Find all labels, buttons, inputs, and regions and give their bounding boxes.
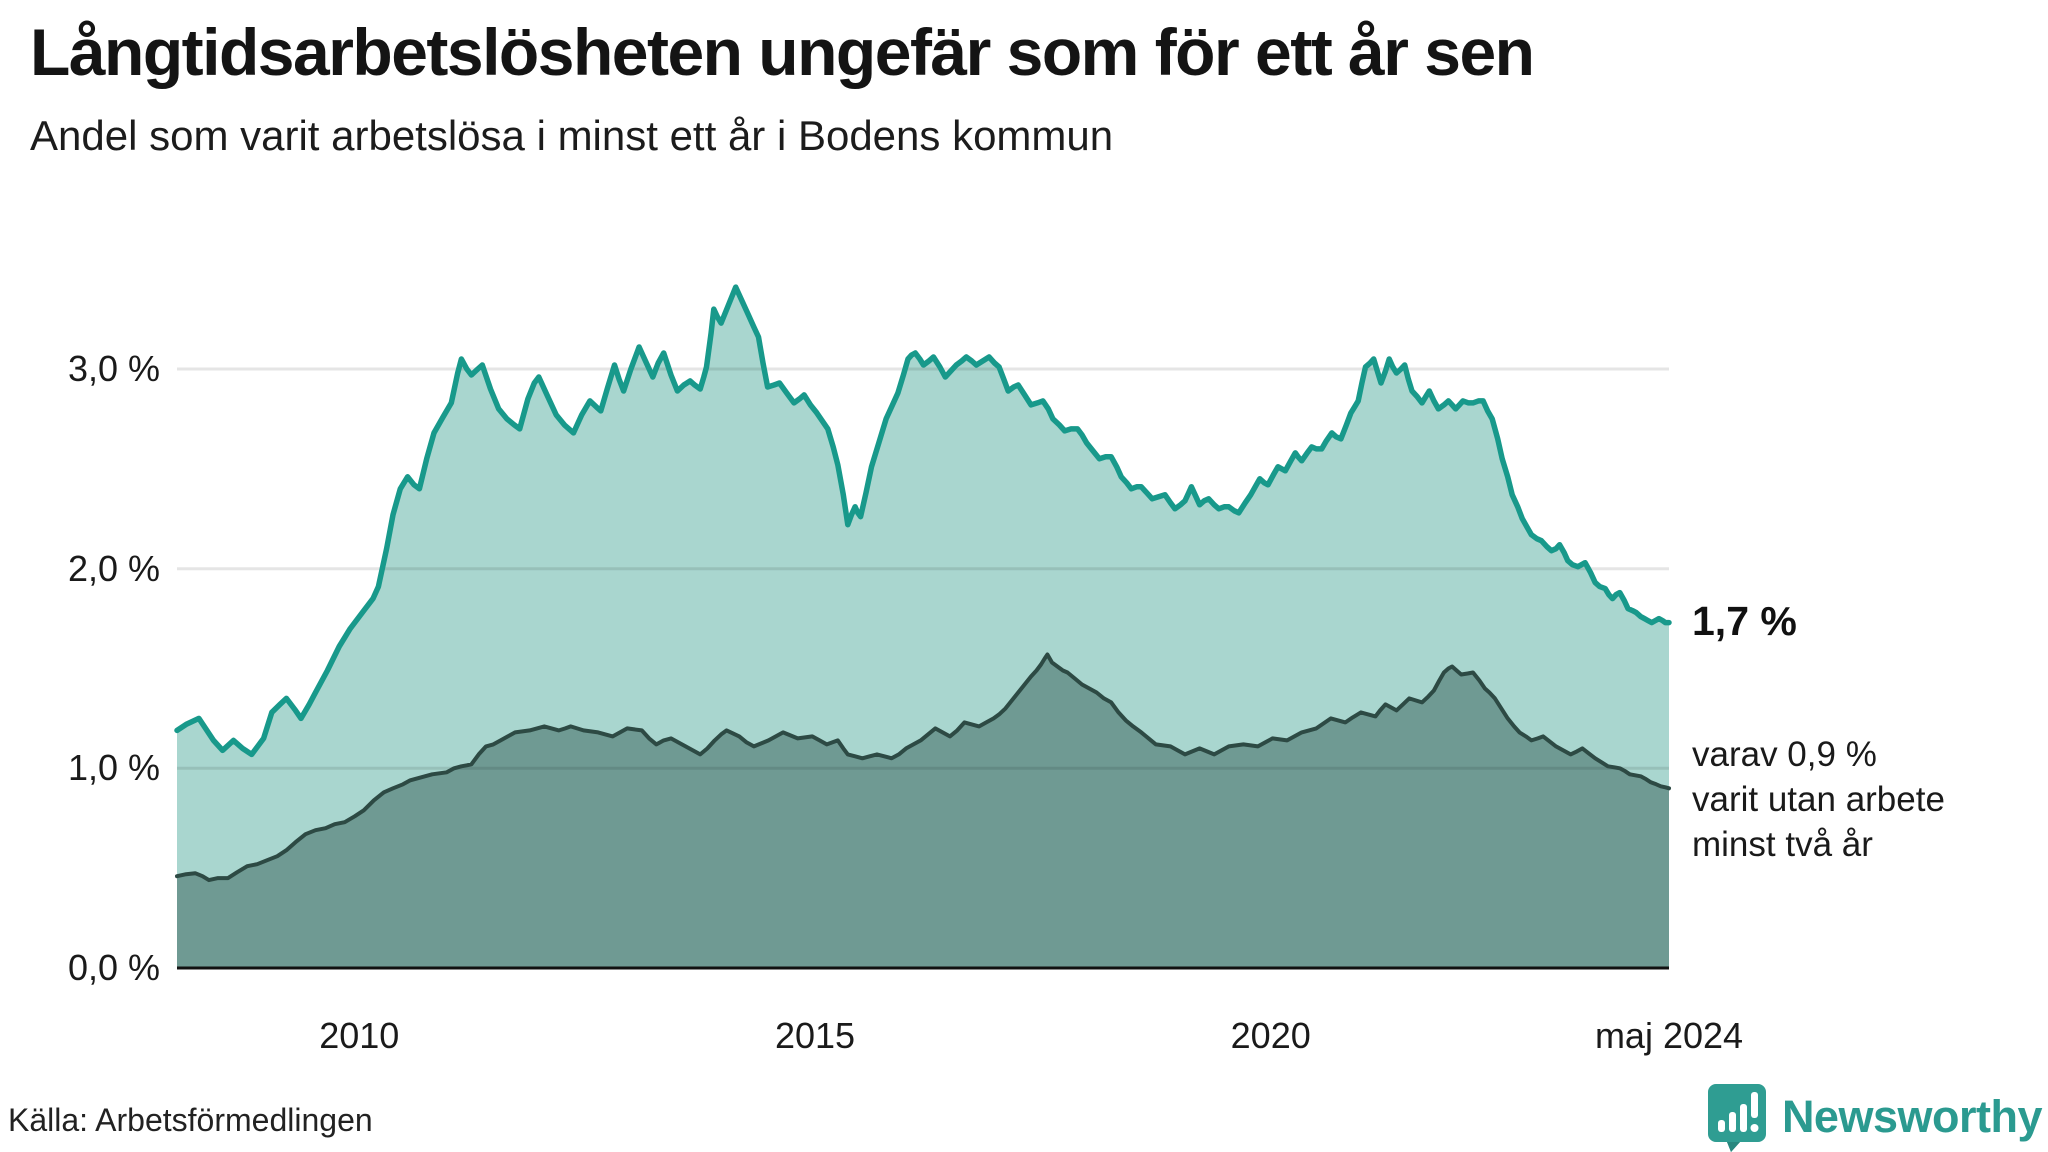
- two-year-annotation-line2: varit utan arbete: [1692, 780, 1945, 819]
- source-attribution: Källa: Arbetsförmedlingen: [8, 1102, 373, 1138]
- x-tick-label: maj 2024: [1594, 1015, 1744, 1056]
- x-tick-label: 2010: [319, 1015, 400, 1056]
- y-tick-label: 1,0 %: [67, 747, 160, 789]
- newsworthy-wordmark: Newsworthy: [1781, 1091, 2043, 1142]
- series-area: [177, 654, 1669, 968]
- total-series-line: [174, 284, 1672, 758]
- y-tick-label: 0,0 %: [67, 947, 160, 988]
- chart-subtitle: Andel som varit arbetslösa i minst ett å…: [30, 112, 1114, 159]
- x-tick-label: 2020: [1230, 1015, 1311, 1056]
- two-year-series-line: [175, 652, 1671, 883]
- newsworthy-bubble-icon: [1707, 1084, 1766, 1152]
- latest-value-label: 1,7 %: [1692, 598, 1797, 644]
- x-tick-label: 2015: [774, 1015, 856, 1056]
- two-year-annotation-line3: minst två år: [1692, 825, 1873, 864]
- two-year-annotation-line1: varav 0,9 %: [1692, 735, 1877, 774]
- y-tick-label: 3,0 %: [67, 347, 160, 389]
- page-title: Långtidsarbetslösheten ungefär som för e…: [30, 15, 1535, 89]
- newsworthy-logo: Newsworthy: [1706, 1082, 2043, 1152]
- y-tick-label: 2,0 %: [67, 547, 160, 589]
- two-year-annotation: varav 0,9 % varit utan arbete minst två …: [1692, 732, 1945, 867]
